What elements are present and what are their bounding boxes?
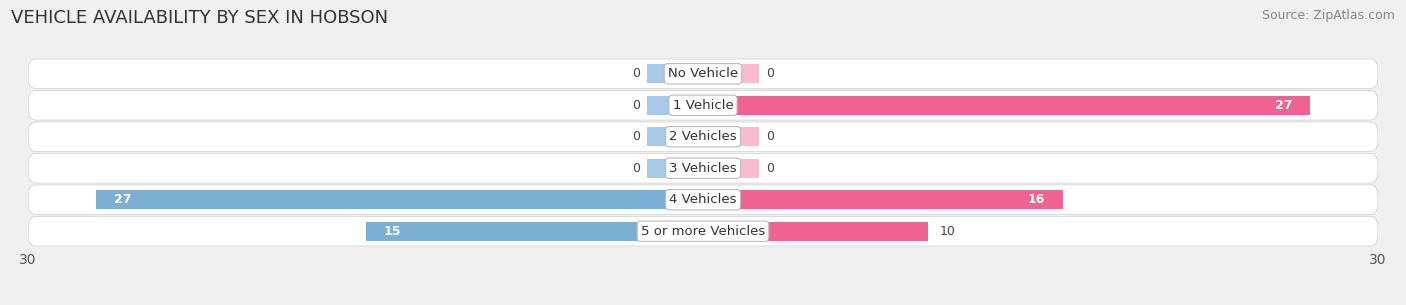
Text: 3 Vehicles: 3 Vehicles (669, 162, 737, 175)
Bar (703, 222, 928, 241)
Bar (703, 96, 1310, 115)
Text: 5 or more Vehicles: 5 or more Vehicles (641, 225, 765, 238)
FancyBboxPatch shape (28, 185, 1378, 214)
Bar (703, 159, 759, 178)
Text: 0: 0 (633, 67, 640, 80)
Text: 10: 10 (939, 225, 955, 238)
FancyBboxPatch shape (28, 59, 1378, 88)
Bar (703, 64, 759, 83)
Text: 15: 15 (384, 225, 401, 238)
Bar (647, 127, 703, 146)
Text: Source: ZipAtlas.com: Source: ZipAtlas.com (1261, 9, 1395, 22)
Text: 0: 0 (766, 130, 773, 143)
Text: 0: 0 (633, 130, 640, 143)
Text: 27: 27 (114, 193, 131, 206)
Text: 0: 0 (633, 162, 640, 175)
Bar (96, 190, 703, 209)
Bar (647, 96, 703, 115)
Text: 0: 0 (766, 162, 773, 175)
Bar (647, 64, 703, 83)
Text: 27: 27 (1275, 99, 1292, 112)
Text: VEHICLE AVAILABILITY BY SEX IN HOBSON: VEHICLE AVAILABILITY BY SEX IN HOBSON (11, 9, 388, 27)
Text: 4 Vehicles: 4 Vehicles (669, 193, 737, 206)
Text: No Vehicle: No Vehicle (668, 67, 738, 80)
Text: 0: 0 (633, 99, 640, 112)
Bar (647, 159, 703, 178)
Bar (366, 222, 703, 241)
Text: 0: 0 (766, 67, 773, 80)
FancyBboxPatch shape (28, 122, 1378, 152)
Text: 1 Vehicle: 1 Vehicle (672, 99, 734, 112)
Bar (703, 127, 759, 146)
Text: 16: 16 (1028, 193, 1045, 206)
FancyBboxPatch shape (28, 153, 1378, 183)
FancyBboxPatch shape (28, 217, 1378, 246)
Text: 2 Vehicles: 2 Vehicles (669, 130, 737, 143)
FancyBboxPatch shape (28, 91, 1378, 120)
Bar (703, 190, 1063, 209)
